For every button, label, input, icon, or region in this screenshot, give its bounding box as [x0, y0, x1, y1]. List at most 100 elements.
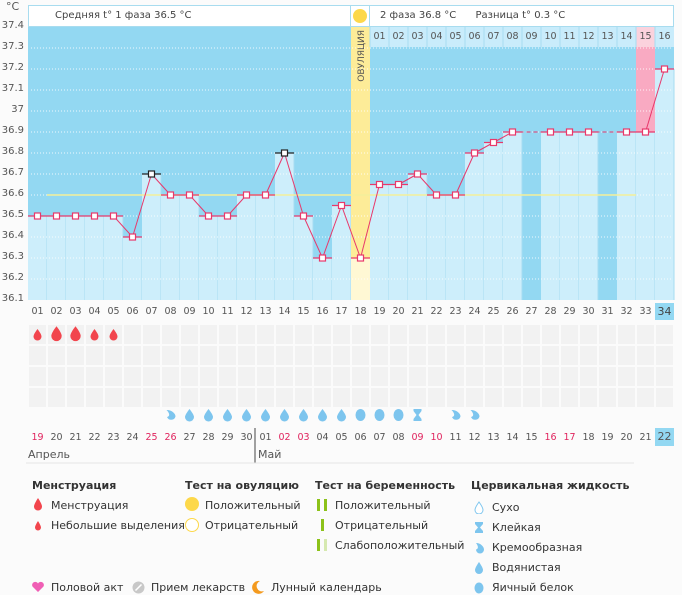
temperature-line	[455, 152, 475, 196]
cycle-day-number: 01	[31, 306, 44, 317]
calendar-date: 19	[601, 432, 614, 443]
icon-cell	[580, 388, 597, 407]
creamy-icon	[476, 543, 484, 554]
cycle-day-number: 16	[316, 306, 329, 317]
icon-cell	[618, 325, 635, 344]
calendar-date: 27	[183, 432, 196, 443]
icon-cell	[656, 367, 673, 386]
icon-cell	[295, 325, 312, 344]
calendar-date: 05	[335, 432, 348, 443]
egg-white-icon	[355, 409, 366, 421]
calendar-date: 26	[164, 432, 177, 443]
legend-egg-white: Яичный белок	[492, 581, 574, 594]
icon-cell	[580, 367, 597, 386]
temperature-bar	[465, 153, 484, 300]
cycle-day-number: 17	[335, 306, 348, 317]
y-tick-label: 36.7	[1, 167, 24, 178]
ovulation-positive-icon	[185, 497, 199, 511]
y-tick-label: 37.1	[1, 83, 24, 94]
phase2-summary: 2 фаза 36.8 °C Разница t° 0.3 °C	[369, 5, 674, 27]
menstruation-drop-icon	[51, 326, 62, 342]
spotting-drop-icon	[109, 329, 118, 341]
cycle-day-number: 05	[107, 306, 120, 317]
calendar-date: 30	[240, 432, 253, 443]
temperature-point	[90, 212, 99, 220]
icon-cell	[656, 388, 673, 407]
icon-cell	[599, 367, 616, 386]
temperature-point	[33, 212, 42, 220]
calendar-date: 19	[31, 432, 44, 443]
icon-cell	[599, 325, 616, 344]
legend-pregnancy-negative: Отрицательный	[335, 519, 429, 532]
pregnancy-positive-icon-2	[324, 499, 327, 511]
cycle-day-number: 19	[373, 306, 386, 317]
icon-cell	[390, 388, 407, 407]
cycle-day-number: 12	[240, 306, 253, 317]
watery-icon	[223, 409, 232, 422]
legend-dry: Сухо	[492, 501, 520, 514]
icon-cell	[257, 346, 274, 365]
temperature-point	[641, 128, 650, 136]
icon-cell	[219, 367, 236, 386]
creamy-icon	[451, 410, 461, 420]
calendar-date: 12	[468, 432, 481, 443]
legend-watery: Водянистая	[492, 561, 561, 574]
phase2-day-number: 09	[525, 31, 538, 42]
temperature-line	[265, 152, 285, 196]
icon-cell	[29, 367, 46, 386]
icon-cell	[504, 388, 521, 407]
temperature-point	[451, 191, 460, 199]
icon-cell	[352, 346, 369, 365]
legend-lunar-calendar: Лунный календарь	[271, 581, 382, 594]
icon-cell	[276, 388, 293, 407]
icon-cell	[485, 388, 502, 407]
y-tick-label: 37	[11, 104, 24, 115]
icon-cell	[143, 367, 160, 386]
cycle-day-number: 27	[525, 306, 538, 317]
calendar-date: 17	[563, 432, 576, 443]
cycle-day-number: 33	[639, 306, 652, 317]
icon-cell	[314, 388, 331, 407]
icon-cell	[333, 346, 350, 365]
watery-icon	[261, 409, 270, 422]
sticky-icon	[413, 409, 422, 421]
spotting-drop-icon	[35, 521, 41, 531]
phase2-day-number: 15	[639, 31, 652, 42]
temperature-point	[128, 233, 137, 241]
legend-sticky: Клейкая	[492, 521, 541, 534]
phase2-day-number: 06	[468, 31, 481, 42]
temperature-point	[432, 191, 441, 199]
temperature-point	[413, 170, 422, 178]
current-cycle-day: 34	[655, 303, 674, 320]
icon-cell	[352, 325, 369, 344]
menstruation-drop-icon	[70, 326, 81, 342]
temperature-point	[318, 254, 327, 262]
icon-cell	[333, 367, 350, 386]
icon-cell	[257, 325, 274, 344]
icon-cell	[523, 367, 540, 386]
cycle-day-number: 09	[183, 306, 196, 317]
calendar-date: 25	[145, 432, 158, 443]
icon-cell	[466, 346, 483, 365]
icon-cell	[390, 346, 407, 365]
icon-cell	[409, 367, 426, 386]
icon-cell	[67, 367, 84, 386]
icon-cell	[466, 388, 483, 407]
icon-cell	[219, 388, 236, 407]
temperature-point	[337, 201, 346, 210]
icon-cell	[200, 346, 217, 365]
temperature-bar	[427, 195, 446, 300]
icon-cell	[276, 325, 293, 344]
sticky-icon	[475, 522, 483, 533]
phase2-day-number: 04	[430, 31, 443, 42]
cycle-day-number: 04	[88, 306, 101, 317]
icon-cell	[637, 388, 654, 407]
phase2-day-number: 01	[373, 31, 386, 42]
calendar-date: 07	[373, 432, 386, 443]
icon-cell	[143, 388, 160, 407]
month-label: Апрель	[28, 448, 70, 461]
icon-cell	[447, 367, 464, 386]
y-tick-label: 37.2	[1, 62, 24, 73]
cycle-day-number: 15	[297, 306, 310, 317]
